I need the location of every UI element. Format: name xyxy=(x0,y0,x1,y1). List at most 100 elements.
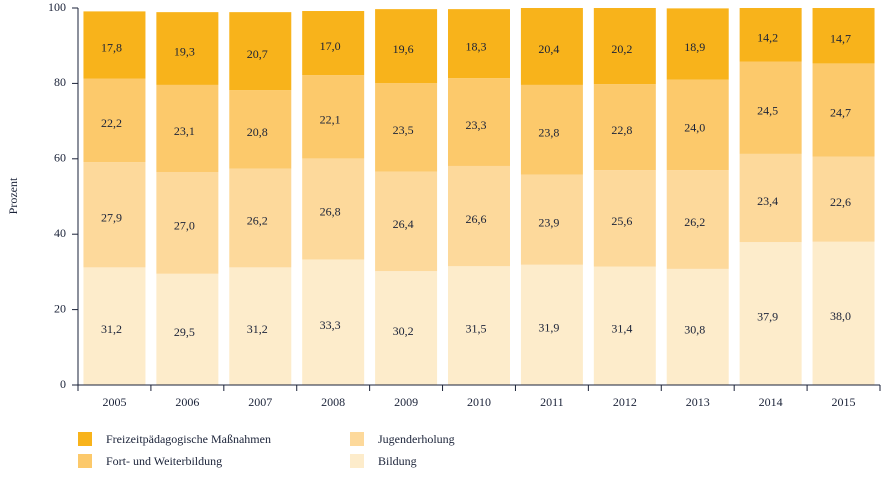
data-label: 22,1 xyxy=(320,113,341,127)
bar-segment xyxy=(593,84,656,171)
data-label: 26,2 xyxy=(684,215,705,229)
legend-swatch xyxy=(78,454,92,468)
bar-segment xyxy=(156,273,219,385)
data-label: 29,5 xyxy=(174,325,195,339)
bar-segment xyxy=(666,8,729,80)
bar-segment xyxy=(448,78,510,166)
bar-segment xyxy=(812,241,875,385)
data-label: 24,0 xyxy=(684,121,705,135)
bar-segment xyxy=(666,268,729,385)
data-label: 23,3 xyxy=(466,118,487,132)
data-label: 22,8 xyxy=(611,123,632,137)
x-tick-label: 2007 xyxy=(248,395,272,409)
x-tick-label: 2009 xyxy=(394,395,418,409)
data-label: 17,8 xyxy=(101,41,122,55)
bar-segment xyxy=(375,271,438,385)
bar-segment xyxy=(739,153,802,243)
bar-segment xyxy=(302,158,365,260)
data-label: 27,9 xyxy=(101,211,122,225)
bar-segment xyxy=(593,8,656,85)
bar-segment xyxy=(375,171,438,272)
y-tick-label: 20 xyxy=(54,301,66,315)
x-tick-label: 2006 xyxy=(175,395,199,409)
bar-segment xyxy=(156,12,219,85)
bar-segment xyxy=(229,90,292,169)
data-label: 14,2 xyxy=(757,31,778,45)
bar-segment xyxy=(448,9,510,79)
bar-segment xyxy=(666,79,729,171)
data-label: 31,9 xyxy=(538,321,559,335)
bar-segment xyxy=(812,63,875,157)
bar-segment xyxy=(83,162,146,268)
x-tick-label: 2011 xyxy=(540,395,564,409)
bar-segment xyxy=(593,266,656,385)
legend-label: Jugenderholung xyxy=(378,432,455,446)
data-label: 14,7 xyxy=(830,31,851,45)
data-label: 23,5 xyxy=(393,123,414,137)
bar-segment xyxy=(520,8,583,85)
x-tick-label: 2014 xyxy=(759,395,783,409)
bar-segment xyxy=(739,61,802,154)
x-tick-label: 2005 xyxy=(102,395,126,409)
data-label: 30,8 xyxy=(684,323,705,337)
data-label: 23,8 xyxy=(538,126,559,140)
bar-segment xyxy=(229,267,292,385)
data-label: 26,2 xyxy=(247,214,268,228)
bar-segment xyxy=(666,170,729,269)
legend-label: Fort- und Weiterbildung xyxy=(106,454,222,468)
bar-segment xyxy=(739,242,802,385)
data-label: 30,2 xyxy=(393,324,414,338)
bar-segment xyxy=(812,8,875,64)
y-tick-label: 60 xyxy=(54,151,66,165)
data-label: 23,4 xyxy=(757,194,778,208)
data-label: 38,0 xyxy=(830,309,851,323)
data-label: 37,9 xyxy=(757,309,778,323)
bar-segment xyxy=(302,11,365,76)
data-label: 24,5 xyxy=(757,103,778,117)
legend-label: Freizeitpädagogische Maßnahmen xyxy=(106,432,271,446)
data-label: 18,9 xyxy=(684,40,705,54)
bar-segment xyxy=(520,84,583,175)
data-label: 18,3 xyxy=(466,39,487,53)
x-tick-label: 2010 xyxy=(467,395,491,409)
bar-segment xyxy=(448,165,510,267)
data-label: 23,9 xyxy=(538,215,559,229)
bar-segment xyxy=(520,174,583,265)
data-label: 20,8 xyxy=(247,125,268,139)
x-tick-label: 2008 xyxy=(321,395,345,409)
legend-swatch xyxy=(350,432,364,446)
data-label: 20,4 xyxy=(538,42,559,56)
bar-segment xyxy=(229,168,292,268)
data-label: 20,2 xyxy=(611,42,632,56)
data-label: 23,1 xyxy=(174,124,195,138)
data-label: 19,3 xyxy=(174,44,195,58)
bar-segment xyxy=(156,171,219,274)
bar-segment xyxy=(83,11,146,79)
bar-segment xyxy=(375,83,438,172)
y-tick-label: 40 xyxy=(54,226,66,240)
bar-segment xyxy=(302,259,365,385)
bar-segment xyxy=(448,266,510,385)
legend-swatch xyxy=(78,432,92,446)
data-label: 31,2 xyxy=(247,322,268,336)
bar-segment xyxy=(520,264,583,385)
bar-segment xyxy=(739,8,802,62)
data-label: 25,6 xyxy=(611,214,632,228)
bar-segment xyxy=(375,9,438,84)
data-label: 31,2 xyxy=(101,322,122,336)
data-label: 24,7 xyxy=(830,106,851,120)
bar-segment xyxy=(812,156,875,242)
data-label: 22,6 xyxy=(830,195,851,209)
data-label: 31,4 xyxy=(611,322,632,336)
data-label: 20,7 xyxy=(247,47,268,61)
y-tick-label: 100 xyxy=(48,0,66,14)
x-tick-label: 2013 xyxy=(686,395,710,409)
x-tick-label: 2015 xyxy=(832,395,856,409)
bar-segment xyxy=(83,78,146,163)
data-label: 33,3 xyxy=(320,318,341,332)
bar-segment xyxy=(156,84,219,172)
data-label: 19,6 xyxy=(393,42,414,56)
y-axis-label: Prozent xyxy=(6,177,20,214)
bar-segment xyxy=(229,12,292,91)
bar-segment xyxy=(302,75,365,159)
